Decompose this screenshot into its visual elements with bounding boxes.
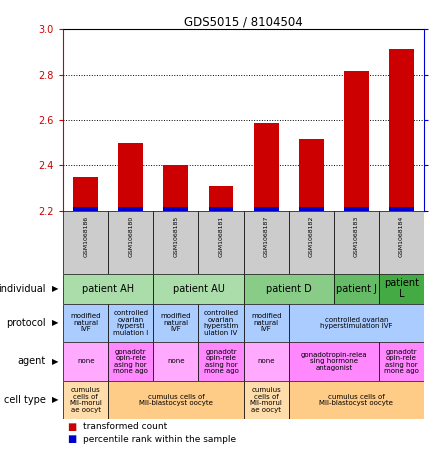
Bar xyxy=(198,342,243,381)
Bar xyxy=(288,342,378,381)
Text: none: none xyxy=(257,358,274,364)
Text: cumulus
cells of
MII-morul
ae oocyt: cumulus cells of MII-morul ae oocyt xyxy=(249,387,282,413)
Bar xyxy=(163,165,188,211)
Bar xyxy=(108,304,153,342)
Text: GSM1068183: GSM1068183 xyxy=(353,216,358,257)
Text: gonadotr
opin-rele
asing hor
mone ago: gonadotr opin-rele asing hor mone ago xyxy=(383,348,418,374)
Text: GSM1068186: GSM1068186 xyxy=(83,216,88,257)
Bar xyxy=(63,211,108,274)
Bar xyxy=(388,48,413,211)
Bar xyxy=(298,207,323,211)
Text: ▶: ▶ xyxy=(52,357,59,366)
Text: patient AH: patient AH xyxy=(82,284,134,294)
Text: none: none xyxy=(167,358,184,364)
Text: gonadotr
opin-rele
asing hor
mone ago: gonadotr opin-rele asing hor mone ago xyxy=(203,348,238,374)
Text: controlled
ovarian
hypersti
mulation I: controlled ovarian hypersti mulation I xyxy=(113,310,148,336)
Text: cell type: cell type xyxy=(4,395,46,405)
Bar xyxy=(243,304,288,342)
Bar xyxy=(198,211,243,274)
Text: modified
natural
IVF: modified natural IVF xyxy=(160,313,191,332)
Text: cumulus cells of
MII-blastocyst oocyte: cumulus cells of MII-blastocyst oocyte xyxy=(319,394,392,406)
Bar xyxy=(288,381,423,419)
Bar xyxy=(378,211,423,274)
Text: GSM1068180: GSM1068180 xyxy=(128,216,133,257)
Bar xyxy=(63,304,108,342)
Bar xyxy=(243,274,333,304)
Text: modified
natural
IVF: modified natural IVF xyxy=(250,313,281,332)
Text: percentile rank within the sample: percentile rank within the sample xyxy=(82,435,235,444)
Bar xyxy=(208,186,233,211)
Text: controlled
ovarian
hyperstim
ulation IV: controlled ovarian hyperstim ulation IV xyxy=(203,310,238,336)
Bar xyxy=(118,143,143,211)
Bar xyxy=(108,342,153,381)
Text: GSM1068184: GSM1068184 xyxy=(398,216,403,257)
Text: ■: ■ xyxy=(67,434,76,444)
Bar xyxy=(343,207,368,211)
Text: patient AU: patient AU xyxy=(172,284,224,294)
Bar xyxy=(343,72,368,211)
Bar xyxy=(153,342,198,381)
Bar xyxy=(73,207,98,211)
Text: none: none xyxy=(77,358,94,364)
Bar xyxy=(108,211,153,274)
Bar xyxy=(288,304,423,342)
Text: ▶: ▶ xyxy=(52,284,59,293)
Text: ▶: ▶ xyxy=(52,318,59,327)
Text: agent: agent xyxy=(17,356,46,366)
Text: individual: individual xyxy=(0,284,46,294)
Text: gonadotropin-relea
sing hormone
antagonist: gonadotropin-relea sing hormone antagoni… xyxy=(300,352,366,371)
Bar xyxy=(288,211,333,274)
Bar xyxy=(243,211,288,274)
Text: transformed count: transformed count xyxy=(82,422,167,431)
Bar xyxy=(108,381,243,419)
Bar xyxy=(378,274,423,304)
Text: patient J: patient J xyxy=(335,284,376,294)
Bar xyxy=(298,140,323,211)
Bar xyxy=(198,304,243,342)
Bar xyxy=(333,274,378,304)
Bar xyxy=(153,304,198,342)
Bar xyxy=(388,207,413,211)
Text: protocol: protocol xyxy=(6,318,46,328)
Text: patient D: patient D xyxy=(265,284,311,294)
Text: cumulus
cells of
MII-morul
ae oocyt: cumulus cells of MII-morul ae oocyt xyxy=(69,387,102,413)
Text: cumulus cells of
MII-blastocyst oocyte: cumulus cells of MII-blastocyst oocyte xyxy=(138,394,212,406)
Text: GSM1068185: GSM1068185 xyxy=(173,216,178,257)
Text: GSM1068181: GSM1068181 xyxy=(218,216,223,257)
Text: GSM1068182: GSM1068182 xyxy=(308,216,313,257)
Bar xyxy=(208,207,233,211)
Bar xyxy=(118,207,143,211)
Bar xyxy=(243,342,288,381)
Bar xyxy=(333,211,378,274)
Title: GDS5015 / 8104504: GDS5015 / 8104504 xyxy=(184,15,302,28)
Text: GSM1068187: GSM1068187 xyxy=(263,216,268,257)
Text: modified
natural
IVF: modified natural IVF xyxy=(70,313,101,332)
Text: gonadotr
opin-rele
asing hor
mone ago: gonadotr opin-rele asing hor mone ago xyxy=(113,348,148,374)
Bar xyxy=(163,207,188,211)
Text: controlled ovarian
hyperstimulation IVF: controlled ovarian hyperstimulation IVF xyxy=(319,317,392,329)
Bar xyxy=(153,211,198,274)
Text: patient
L: patient L xyxy=(383,279,418,299)
Bar xyxy=(63,342,108,381)
Bar xyxy=(63,274,153,304)
Bar xyxy=(153,274,243,304)
Text: ▶: ▶ xyxy=(52,395,59,404)
Bar xyxy=(73,177,98,211)
Bar xyxy=(253,123,278,211)
Text: ■: ■ xyxy=(67,422,76,432)
Bar xyxy=(253,207,278,211)
Bar xyxy=(243,381,288,419)
Bar xyxy=(63,381,108,419)
Bar xyxy=(378,342,423,381)
